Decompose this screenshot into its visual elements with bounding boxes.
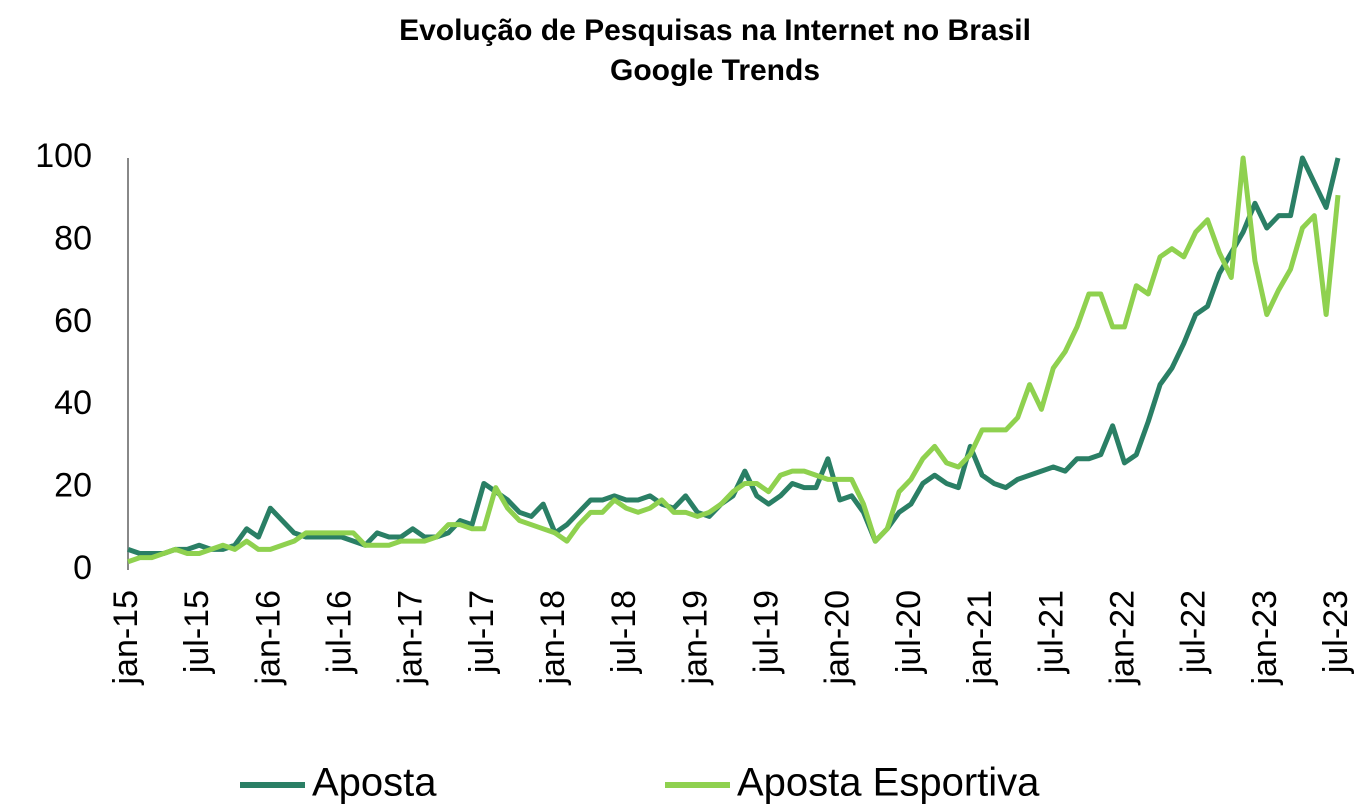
chart-subtitle: Google Trends [610,54,820,87]
x-tick-label: jan-19 [676,590,714,686]
y-tick-label: 40 [54,384,92,422]
x-tick-label: jul-22 [1175,590,1213,674]
x-tick-label: jan-17 [392,590,430,686]
x-tick-label: jan-18 [534,590,572,686]
x-tick-label: jul-23 [1317,590,1355,674]
x-tick-label: jan-22 [1103,590,1141,686]
x-tick-label: jul-20 [890,590,928,674]
x-tick-label: jan-16 [249,590,287,686]
x-tick-label: jul-19 [748,590,786,674]
y-tick-label: 100 [35,137,92,175]
y-tick-label: 0 [73,549,92,587]
series-line [127,155,1341,565]
x-tick-label: jul-15 [178,590,216,674]
y-tick-label: 60 [54,302,92,340]
x-tick-label: jul-16 [321,590,359,674]
series-line [127,155,1341,557]
legend-label: Aposta Esportiva [737,761,1040,805]
x-tick-label: jul-18 [605,590,643,674]
y-tick-label: 20 [54,467,92,505]
x-tick-label: jan-21 [961,590,999,686]
y-tick-label: 80 [54,219,92,257]
x-tick-label: jul-17 [463,590,501,674]
legend-label: Aposta [312,761,437,805]
x-tick-label: jul-21 [1032,590,1070,674]
x-tick-label: jan-23 [1246,590,1284,686]
x-tick-label: jan-20 [819,590,857,686]
chart-title: Evolução de Pesquisas na Internet no Bra… [399,14,1031,47]
x-tick-label: jan-15 [107,590,145,686]
